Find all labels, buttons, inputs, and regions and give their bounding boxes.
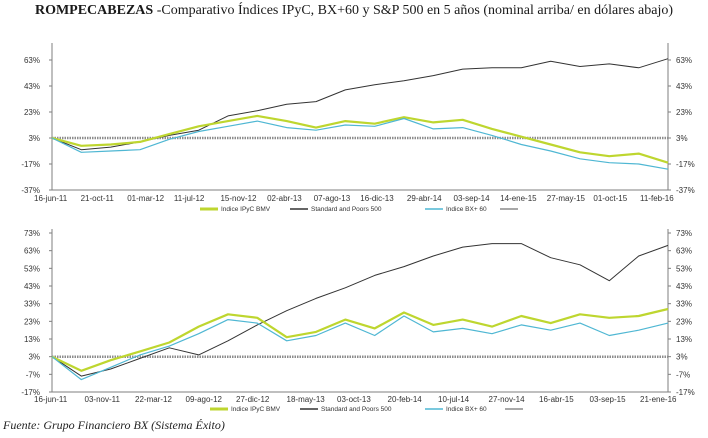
y-tick-label-right: 63% — [676, 56, 692, 65]
y-tick-label-right: 63% — [676, 247, 692, 256]
y-tick-label-right: -17% — [676, 160, 695, 169]
chart-panel-nominal: -37% -37% -17% -17% 3% 3% 23% 23% 43% 43% 63% 63% 16… — [21, 43, 695, 213]
y-tick-label-right: -7% — [676, 370, 690, 379]
y-tick-label-right: 23% — [676, 108, 692, 117]
x-tick-label: 09-ago-12 — [186, 395, 223, 404]
chart-panel-dollars: -17% -17% -7% -7% 3% 3% 13% 13% 23% 23% 33% 33% 43% 4… — [21, 229, 695, 413]
legend-label: Indice IPyC BMV — [221, 206, 271, 213]
y-tick-label-right: 53% — [676, 264, 692, 273]
x-tick-label: 03-nov-11 — [85, 395, 121, 404]
legend-label: Indice BX+ 60 — [446, 206, 487, 213]
series-line-indice-ipyc-bmv — [51, 307, 669, 372]
y-tick-label-left: 43% — [24, 82, 40, 91]
y-tick-label-right: 3% — [676, 353, 688, 362]
title-rest: -Comparativo Índices IPyC, BX+60 y S&P 5… — [153, 3, 674, 18]
x-tick-label: 01-oct-15 — [593, 194, 627, 203]
title-bold: ROMPECABEZAS — [34, 3, 154, 18]
legend-label: Indice BX+ 60 — [446, 406, 487, 413]
x-tick-label: 16-dic-13 — [360, 194, 394, 203]
x-tick-label: 21-oct-11 — [81, 194, 115, 203]
y-tick-label-left: -17% — [21, 388, 40, 397]
x-tick-label: 03-sep-14 — [454, 194, 491, 203]
y-tick-label-left: 23% — [24, 317, 40, 326]
x-tick-label: 11-feb-16 — [640, 194, 674, 203]
series-line-indice-ipyc-bmv — [51, 114, 669, 164]
y-tick-label-right: 43% — [676, 82, 692, 91]
y-tick-label-left: 23% — [24, 108, 40, 117]
y-tick-label-right: 43% — [676, 282, 692, 291]
y-tick-label-left: 53% — [24, 264, 40, 273]
x-tick-label: 16-jun-11 — [34, 194, 68, 203]
x-tick-label: 01-mar-12 — [127, 194, 164, 203]
y-tick-label-left: -37% — [21, 186, 40, 195]
y-tick-label-left: 33% — [24, 300, 40, 309]
x-tick-label: 29-abr-14 — [407, 194, 442, 203]
x-tick-label: 21-ene-16 — [640, 395, 677, 404]
y-tick-label-left: 43% — [24, 282, 40, 291]
y-tick-label-left: -17% — [21, 160, 40, 169]
x-tick-label: 03-oct-13 — [337, 395, 371, 404]
x-tick-label: 20-feb-14 — [388, 395, 423, 404]
y-tick-label-left: 63% — [24, 56, 40, 65]
series-line-indice-bx-60 — [51, 315, 669, 381]
source-note: Fuente: Grupo Financiero BX (Sistema Éxi… — [3, 418, 225, 432]
y-tick-label-left: 63% — [24, 247, 40, 256]
series-line-indice-bx-60 — [51, 117, 669, 170]
x-tick-label: 03-sep-15 — [590, 395, 627, 404]
x-tick-label: 10-jul-14 — [438, 395, 470, 404]
y-tick-label-left: 13% — [24, 335, 40, 344]
y-tick-label-right: 13% — [676, 335, 692, 344]
y-tick-label-right: 3% — [676, 134, 688, 143]
chart-title: ROMPECABEZAS -Comparativo Índices IPyC, … — [0, 3, 708, 19]
legend-label: Standard and Poors 500 — [311, 206, 382, 213]
series-line-standard-and-poors-500 — [51, 58, 669, 151]
y-tick-label-right: -17% — [676, 388, 695, 397]
x-tick-label: 16-jun-11 — [34, 395, 68, 404]
x-tick-label: 27-dic-12 — [236, 395, 270, 404]
x-tick-label: 02-abr-13 — [267, 194, 302, 203]
y-tick-label-right: 33% — [676, 300, 692, 309]
legend-label: Standard and Poors 500 — [321, 406, 392, 413]
x-tick-label: 27-nov-14 — [489, 395, 526, 404]
x-tick-label: 11-jul-12 — [174, 194, 205, 203]
y-tick-label-left: 73% — [24, 229, 40, 238]
y-tick-label-left: 3% — [28, 353, 40, 362]
y-tick-label-right: -37% — [676, 186, 695, 195]
x-tick-label: 22-mar-12 — [135, 395, 172, 404]
x-tick-label: 16-abr-15 — [539, 395, 574, 404]
series-line-standard-and-poors-500 — [51, 243, 669, 377]
y-tick-label-right: 23% — [676, 317, 692, 326]
y-tick-label-left: -7% — [26, 370, 40, 379]
y-tick-label-left: 3% — [28, 134, 40, 143]
y-tick-label-right: 73% — [676, 229, 692, 238]
x-tick-label: 07-ago-13 — [314, 194, 351, 203]
x-tick-label: 14-ene-15 — [500, 194, 537, 203]
x-tick-label: 18-may-13 — [287, 395, 326, 404]
x-tick-label: 15-nov-12 — [220, 194, 257, 203]
x-tick-label: 27-may-15 — [547, 194, 586, 203]
legend-label: Indice IPyC BMV — [231, 406, 281, 413]
